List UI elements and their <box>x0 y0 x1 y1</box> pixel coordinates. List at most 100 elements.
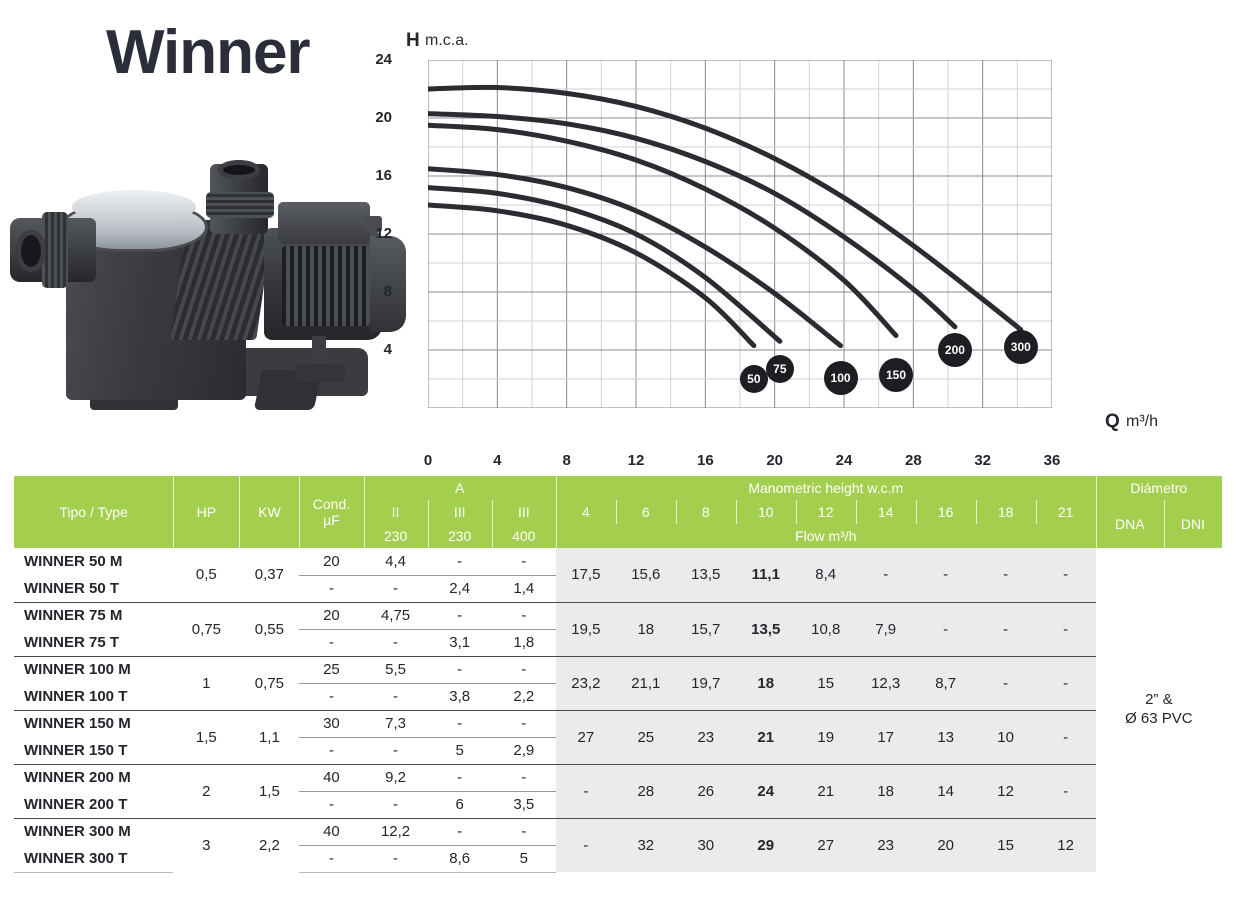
row-a-t-2: 3,1 <box>427 629 492 656</box>
row-hp: 1 <box>173 655 240 710</box>
row-flow-4: - <box>555 763 616 818</box>
pump-motor-end-cap <box>370 236 406 332</box>
row-a-m-2: - <box>427 763 492 792</box>
row-flow-10: 29 <box>735 817 796 872</box>
row-a-t-1: - <box>363 791 428 818</box>
row-cond-t: - <box>299 791 364 818</box>
row-cond-t: - <box>299 629 364 656</box>
header-manometric-group: Manometric height w.c.m <box>555 476 1096 500</box>
table-header-row-3: 230 230 400 Flow m³/h <box>14 524 1222 548</box>
row-flow-10: 21 <box>735 709 796 764</box>
row-cond-t: - <box>299 683 364 710</box>
x-axis-tick-16: 16 <box>696 452 714 469</box>
row-flow-6: 18 <box>615 601 676 656</box>
row-flow-14: 18 <box>855 763 916 818</box>
row-kw: 0,55 <box>239 601 300 656</box>
row-a-m-1: 12,2 <box>363 817 428 846</box>
row-flow-6: 15,6 <box>615 548 676 602</box>
row-a-t-2: 8,6 <box>427 845 492 873</box>
row-flow-4: 19,5 <box>555 601 616 656</box>
table-header-row-2: II III III 4 6 8 10 12 14 16 18 21 DNA DNI <box>14 500 1222 548</box>
row-a-m-3: - <box>491 601 556 630</box>
x-axis-tick-4: 4 <box>493 452 502 469</box>
row-a-m-3: - <box>491 763 556 792</box>
y-axis-tick-4: 4 <box>383 341 392 358</box>
x-axis-tick-20: 20 <box>766 452 783 469</box>
row-a-t-3: 2,9 <box>491 737 556 764</box>
row-flow-8: 19,7 <box>675 655 736 710</box>
row-a-m-3: - <box>491 655 556 684</box>
table-row: WINNER 200 M 2 1,5 40 9,2- - -28 26 24 21 18 14 12- <box>14 763 1222 818</box>
row-flow-18: 12 <box>975 763 1036 818</box>
pump-motor-vents <box>282 246 370 326</box>
row-flow-6: 21,1 <box>615 655 676 710</box>
pump-cooling-fins <box>170 230 272 340</box>
table-row: WINNER 50 M 0,5 0,37 20 4,4- -17,5 15,6 13,5 11,… <box>14 548 1222 872</box>
row-flow-10: 11,1 <box>735 548 796 602</box>
row-flow-8: 23 <box>675 709 736 764</box>
row-flow-16: 8,7 <box>915 655 976 710</box>
pump-discharge-opening <box>218 160 260 180</box>
pump-support-leg <box>312 336 326 370</box>
row-flow-21: - <box>1035 601 1096 656</box>
table-row: WINNER 300 T - -8,6 5 <box>14 845 1222 873</box>
curve-200 <box>428 111 958 330</box>
row-flow-21: - <box>1035 763 1096 818</box>
row-flow-14: - <box>855 548 916 602</box>
curve-badge-75: 75 <box>765 354 794 383</box>
header-manometric-16: 16 <box>915 500 976 524</box>
y-axis-tick-24: 24 <box>375 51 392 68</box>
table-row: WINNER 100 T - -3,8 2,2 <box>14 683 1222 710</box>
row-a-m-1: 4,4 <box>363 548 428 576</box>
curve-100 <box>428 166 844 349</box>
row-diameter-value: 2” & Ø 63 PVC <box>1095 548 1222 872</box>
row-flow-18: - <box>975 601 1036 656</box>
row-hp: 1,5 <box>173 709 240 764</box>
header-manometric-10: 10 <box>735 500 796 524</box>
pump-product-image <box>6 150 418 425</box>
row-a-t-2: 2,4 <box>427 575 492 602</box>
specification-table: Tipo / Type HP KW Cond. µF A Manometric height… <box>14 476 1222 873</box>
row-a-m-1: 9,2 <box>363 763 428 792</box>
row-flow-6: 28 <box>615 763 676 818</box>
row-model-t: WINNER 300 T <box>14 845 174 873</box>
table-row: WINNER 100 M 1 0,75 25 5,5- -23,2 21,1 19,7 18 15… <box>14 655 1222 710</box>
curve-150 <box>428 122 899 338</box>
header-a-phase-3: III <box>491 500 556 524</box>
row-flow-14: 7,9 <box>855 601 916 656</box>
row-flow-18: - <box>975 548 1036 602</box>
row-a-t-1: - <box>363 737 428 764</box>
row-flow-6: 32 <box>615 817 676 872</box>
chart-plot-area: 4 8 12 16 20 24 0 4 8 12 16 20 24 28 32 36 50 75 100 150 200… <box>375 51 1060 469</box>
row-flow-8: 26 <box>675 763 736 818</box>
curve-50 <box>428 202 757 349</box>
row-model-m: WINNER 200 M <box>14 763 174 791</box>
row-hp: 0,75 <box>173 601 240 656</box>
header-manometric-12: 12 <box>795 500 856 524</box>
row-cond-m: 25 <box>299 655 364 684</box>
row-flow-4: 23,2 <box>555 655 616 710</box>
curve-75 <box>428 185 783 344</box>
row-flow-16: - <box>915 601 976 656</box>
row-flow-12: 15 <box>795 655 856 710</box>
row-flow-16: 20 <box>915 817 976 872</box>
row-hp: 3 <box>173 817 240 872</box>
row-a-t-2: 3,8 <box>427 683 492 710</box>
row-flow-18: - <box>975 655 1036 710</box>
table-row: WINNER 75 T - -3,1 1,8 <box>14 629 1222 656</box>
table-row: WINNER 300 M 3 2,2 40 12,2- - -32 30 29 27 23 20 15 1… <box>14 817 1222 872</box>
row-flow-8: 30 <box>675 817 736 872</box>
row-flow-4: 17,5 <box>555 548 616 602</box>
row-flow-12: 27 <box>795 817 856 872</box>
header-dna: DNA <box>1095 500 1164 548</box>
row-hp: 0,5 <box>173 548 240 602</box>
row-a-t-3: 2,2 <box>491 683 556 710</box>
row-flow-18: 10 <box>975 709 1036 764</box>
row-a-m-1: 4,75 <box>363 601 428 630</box>
row-hp: 2 <box>173 763 240 818</box>
row-cond-m: 20 <box>299 548 364 576</box>
pump-suction-union-nut <box>42 212 68 288</box>
row-a-t-2: 5 <box>427 737 492 764</box>
y-axis-symbol: H <box>406 30 420 51</box>
row-flow-14: 23 <box>855 817 916 872</box>
